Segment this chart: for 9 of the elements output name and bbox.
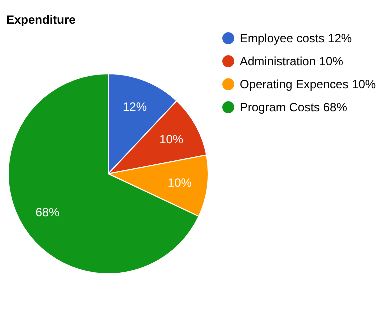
- data-label: 68%: [36, 206, 60, 220]
- data-label: 12%: [122, 100, 148, 114]
- legend-label: Administration 10%: [240, 54, 344, 68]
- legend-label: Employee costs 12%: [240, 32, 352, 46]
- data-label: 10%: [168, 176, 192, 190]
- legend-label: Program Costs 68%: [240, 100, 348, 114]
- chart-title: Expenditure: [6, 13, 76, 27]
- data-label: 10%: [160, 132, 184, 146]
- legend-label: Operating Expences 10%: [240, 78, 376, 92]
